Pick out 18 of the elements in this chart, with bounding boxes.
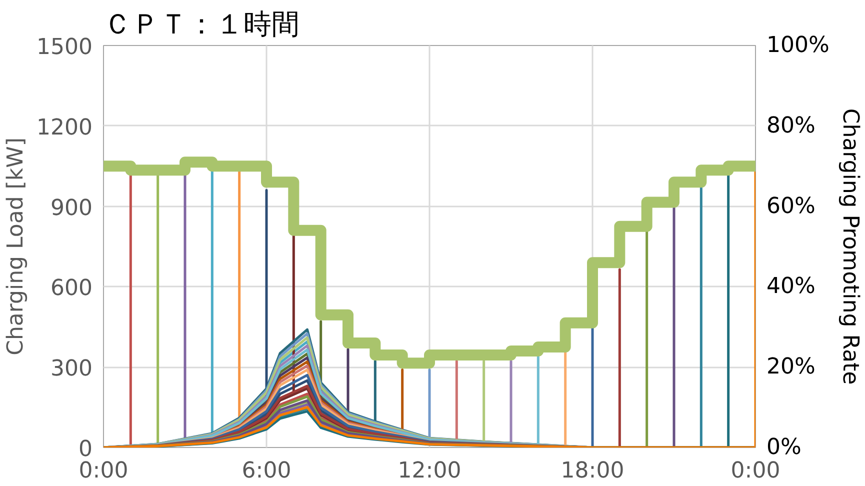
y-tick-label: 600 xyxy=(50,276,93,302)
x-tick-label: 18:00 xyxy=(560,458,624,484)
y2-axis-title: Charging Promoting Rate xyxy=(837,108,862,385)
y-tick-label: 900 xyxy=(50,196,93,221)
y2-tick-label: 40% xyxy=(766,274,816,300)
chart-title: ＣＰＴ：１時間 xyxy=(104,8,300,40)
x-tick-label: 12:00 xyxy=(398,458,462,484)
y-tick-label: 1500 xyxy=(36,35,93,60)
x-tick-label: 0:00 xyxy=(730,458,780,484)
y2-tick-label: 0% xyxy=(766,435,802,460)
y2-tick-label: 20% xyxy=(766,354,816,380)
y2-tick-label: 60% xyxy=(766,194,816,219)
y-tick-label: 300 xyxy=(50,356,93,382)
x-tick-label: 6:00 xyxy=(242,458,292,484)
y2-tick-label: 80% xyxy=(766,113,816,138)
y-tick-label: 1200 xyxy=(36,115,93,140)
y-axis-title: Charging Load [kW] xyxy=(4,138,29,356)
y2-tick-label: 100% xyxy=(766,33,830,58)
